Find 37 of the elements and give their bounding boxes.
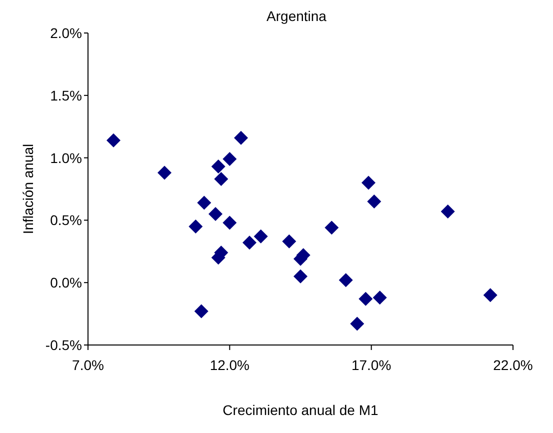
y-tick-label: -0.5% <box>45 336 82 353</box>
point <box>211 160 226 174</box>
point <box>324 220 339 235</box>
point <box>214 172 228 186</box>
point <box>338 273 353 288</box>
y-tick-label: 1.5% <box>50 87 82 104</box>
y-tick-label: 0.0% <box>50 274 82 291</box>
point <box>367 194 382 208</box>
point <box>362 176 376 190</box>
point <box>483 288 498 302</box>
point <box>440 204 455 218</box>
point <box>282 234 296 248</box>
point <box>234 130 248 145</box>
point <box>194 304 208 318</box>
point <box>350 316 364 331</box>
x-tick-label: 22.0% <box>493 356 533 373</box>
chart-title: Argentina <box>266 8 328 24</box>
point <box>358 292 373 306</box>
x-tick-label: 17.0% <box>351 356 392 373</box>
point <box>222 216 237 230</box>
y-axis-title: Inflación anual <box>20 144 36 234</box>
point <box>254 229 268 244</box>
point <box>372 290 387 305</box>
point <box>188 219 203 234</box>
y-tick-label: 2.0% <box>50 24 82 41</box>
point <box>222 152 237 166</box>
point <box>242 236 256 250</box>
point <box>158 166 172 180</box>
y-tick-label: 1.0% <box>50 150 82 166</box>
x-tick-label: 12.0% <box>210 356 250 373</box>
point <box>208 206 222 221</box>
point <box>294 269 308 284</box>
point <box>106 133 120 148</box>
y-tick-label: 0.5% <box>50 212 82 228</box>
x-tick-label: 7.0% <box>72 356 104 373</box>
x-axis-title: Crecimiento anual de M1 <box>222 402 379 418</box>
point <box>197 196 212 210</box>
